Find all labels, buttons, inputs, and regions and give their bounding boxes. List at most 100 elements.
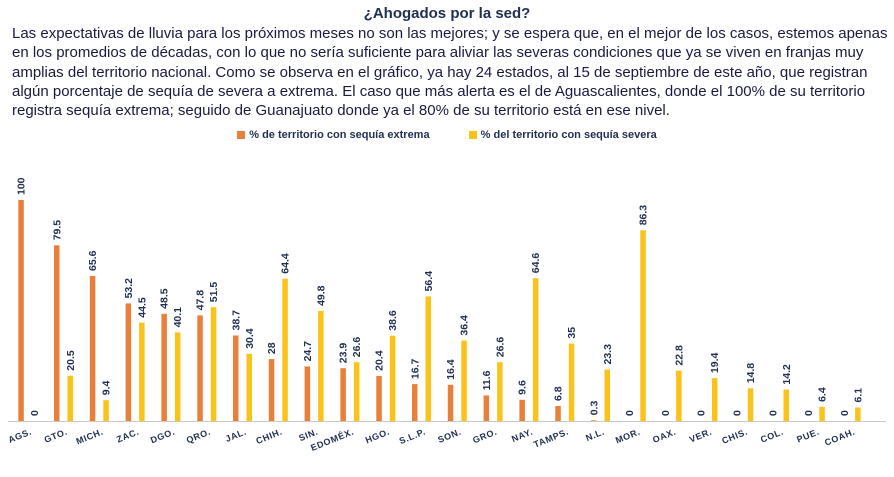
bar-severe xyxy=(246,353,252,421)
data-label-extreme: 100 xyxy=(16,177,28,195)
data-label-extreme: 0 xyxy=(767,410,779,416)
bar-severe xyxy=(353,362,360,421)
data-label-extreme: 79.5 xyxy=(51,220,63,241)
x-tick-label: S.L.P. xyxy=(398,427,427,447)
data-label-extreme: 0 xyxy=(732,410,744,416)
data-label-severe: 36.4 xyxy=(459,315,471,336)
x-tick-label: SON. xyxy=(436,427,462,445)
data-label-severe: 49.8 xyxy=(315,285,327,306)
bar-extreme xyxy=(519,399,525,421)
x-tick-label: TAMPS. xyxy=(532,427,570,450)
intro-paragraph: Las expectativas de lluvia para los próx… xyxy=(12,25,888,120)
legend-swatch-severe xyxy=(468,131,477,140)
data-label-extreme: 0 xyxy=(624,410,636,416)
data-label-severe: 30.4 xyxy=(244,328,256,349)
bar-extreme xyxy=(555,406,561,421)
x-tick-label: NAY. xyxy=(510,427,534,445)
data-label-severe: 86.3 xyxy=(638,205,650,226)
data-label-severe: 64.6 xyxy=(530,253,542,274)
data-label-severe: 6.1 xyxy=(852,388,864,403)
data-label-severe: 19.4 xyxy=(709,353,721,374)
data-label-extreme: 16.4 xyxy=(445,359,457,380)
bar-severe xyxy=(747,388,754,421)
data-label-extreme: 9.6 xyxy=(517,380,529,395)
data-label-severe: 14.8 xyxy=(745,363,757,384)
data-label-severe: 38.6 xyxy=(387,310,399,331)
bar-severe xyxy=(461,340,467,421)
bar-severe xyxy=(497,362,503,421)
bar-extreme xyxy=(18,200,24,421)
page-title: ¿Ahogados por la sed? xyxy=(363,5,531,22)
data-label-extreme: 20.4 xyxy=(374,350,386,371)
bar-severe xyxy=(855,407,861,421)
data-label-extreme: 65.6 xyxy=(87,250,99,271)
x-tick-label: PUE. xyxy=(795,427,820,445)
data-label-severe: 44.5 xyxy=(136,297,148,318)
data-label-extreme: 6.8 xyxy=(553,386,565,401)
x-tick-label: CHIH. xyxy=(255,427,284,447)
x-tick-label: MOR. xyxy=(614,427,642,446)
bar-severe xyxy=(282,278,288,421)
x-tick-label: N.L. xyxy=(584,427,606,444)
data-label-severe: 51.5 xyxy=(208,282,220,303)
legend-label-severe: % del territorio con sequía severa xyxy=(480,129,657,141)
legend-item-severe: % del territorio con sequía severa xyxy=(468,129,657,141)
data-label-severe: 26.6 xyxy=(351,337,363,358)
data-label-severe: 26.6 xyxy=(494,337,506,358)
data-label-extreme: 0 xyxy=(660,410,672,416)
bar-severe xyxy=(139,322,145,421)
bar-severe xyxy=(210,307,217,421)
x-tick-label: DGO. xyxy=(149,427,176,446)
data-label-severe: 35 xyxy=(566,327,578,339)
data-label-extreme: 0 xyxy=(696,410,708,416)
data-label-extreme: 23.9 xyxy=(338,343,350,364)
bar-extreme xyxy=(161,313,167,421)
x-tick-label: COAH. xyxy=(823,427,856,448)
bar-extreme xyxy=(412,384,418,421)
bar-extreme xyxy=(233,335,239,421)
legend-label-extreme: % de territorio con sequía extrema xyxy=(249,129,430,141)
x-tick-label: COL. xyxy=(759,427,785,445)
data-label-extreme: 0.3 xyxy=(588,401,600,416)
data-label-severe: 56.4 xyxy=(423,271,435,292)
bar-severe xyxy=(67,375,73,421)
bar-extreme xyxy=(268,359,275,421)
data-label-severe: 23.3 xyxy=(602,344,614,365)
data-label-extreme: 53.2 xyxy=(123,278,135,299)
x-tick-label: OAX. xyxy=(651,427,677,445)
x-tick-label: QRO. xyxy=(185,427,212,446)
data-label-severe: 14.2 xyxy=(781,364,793,385)
bar-severe xyxy=(174,332,181,421)
legend-swatch-extreme xyxy=(237,131,246,140)
data-label-extreme: 0 xyxy=(803,410,815,416)
data-label-extreme: 28 xyxy=(266,342,278,354)
x-tick-label: AGS. xyxy=(7,427,33,445)
data-label-severe: 40.1 xyxy=(172,307,184,328)
x-tick-label: MICH. xyxy=(75,427,105,447)
x-tick-label: GTO. xyxy=(43,427,69,445)
bar-severe xyxy=(783,389,789,421)
data-label-extreme: 38.7 xyxy=(230,310,242,331)
bar-severe xyxy=(640,230,646,421)
x-tick-label: GRO. xyxy=(471,427,498,446)
data-label-severe: 6.4 xyxy=(817,387,829,402)
x-tick-label: CHIS. xyxy=(720,427,749,446)
bar-severe xyxy=(532,278,539,421)
data-label-severe: 9.4 xyxy=(101,380,113,395)
data-label-extreme: 11.6 xyxy=(481,370,493,390)
bar-severe xyxy=(604,369,610,421)
data-label-extreme: 24.7 xyxy=(302,341,314,362)
data-label-severe: 0 xyxy=(29,410,41,416)
data-label-severe: 22.8 xyxy=(673,345,685,366)
bar-extreme xyxy=(125,303,132,421)
bar-extreme xyxy=(591,420,597,421)
x-tick-label: HGO. xyxy=(364,427,391,446)
bar-extreme xyxy=(54,245,60,421)
bar-extreme xyxy=(340,368,346,421)
bar-severe xyxy=(425,296,431,421)
x-tick-label: JAL. xyxy=(224,427,248,444)
legend-item-extreme: % de territorio con sequía extrema xyxy=(237,129,430,141)
data-label-severe: 20.5 xyxy=(65,350,77,371)
bar-severe xyxy=(318,310,324,421)
